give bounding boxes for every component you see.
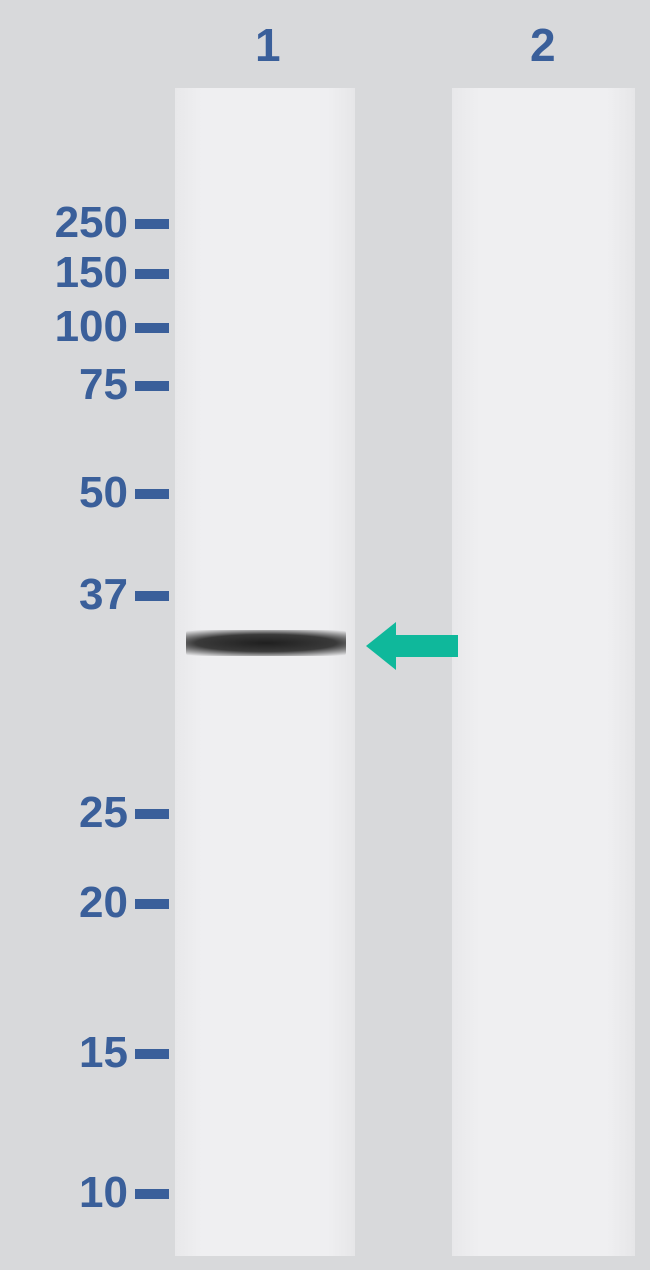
marker-text: 15	[79, 1028, 128, 1077]
marker-tick-20	[135, 899, 169, 909]
arrow-head	[366, 622, 396, 670]
blot-figure: 1 2 250 150 100 75 50 37 25 20 15 10	[0, 0, 650, 1270]
marker-text: 150	[55, 248, 128, 297]
marker-tick-250	[135, 219, 169, 229]
lane-label-2-text: 2	[530, 19, 556, 71]
marker-label-10: 10	[79, 1168, 128, 1218]
marker-text: 25	[79, 788, 128, 837]
arrow-icon	[366, 622, 458, 670]
marker-text: 20	[79, 878, 128, 927]
marker-text: 37	[79, 570, 128, 619]
marker-tick-25	[135, 809, 169, 819]
marker-label-150: 150	[55, 248, 128, 298]
lane-label-1-text: 1	[255, 19, 281, 71]
marker-tick-150	[135, 269, 169, 279]
marker-tick-50	[135, 489, 169, 499]
marker-label-75: 75	[79, 360, 128, 410]
marker-label-100: 100	[55, 302, 128, 352]
arrow-stem	[396, 635, 458, 657]
marker-tick-100	[135, 323, 169, 333]
marker-tick-10	[135, 1189, 169, 1199]
marker-text: 100	[55, 302, 128, 351]
lane-1	[175, 88, 355, 1256]
lane-label-2: 2	[530, 18, 556, 72]
marker-text: 75	[79, 360, 128, 409]
marker-label-250: 250	[55, 198, 128, 248]
band-lane1	[186, 630, 346, 656]
lane-label-1: 1	[255, 18, 281, 72]
lane-2	[452, 88, 635, 1256]
marker-label-25: 25	[79, 788, 128, 838]
marker-label-50: 50	[79, 468, 128, 518]
marker-text: 10	[79, 1168, 128, 1217]
marker-label-20: 20	[79, 878, 128, 928]
marker-tick-37	[135, 591, 169, 601]
marker-text: 50	[79, 468, 128, 517]
marker-tick-75	[135, 381, 169, 391]
marker-label-37: 37	[79, 570, 128, 620]
marker-tick-15	[135, 1049, 169, 1059]
marker-label-15: 15	[79, 1028, 128, 1078]
marker-text: 250	[55, 198, 128, 247]
